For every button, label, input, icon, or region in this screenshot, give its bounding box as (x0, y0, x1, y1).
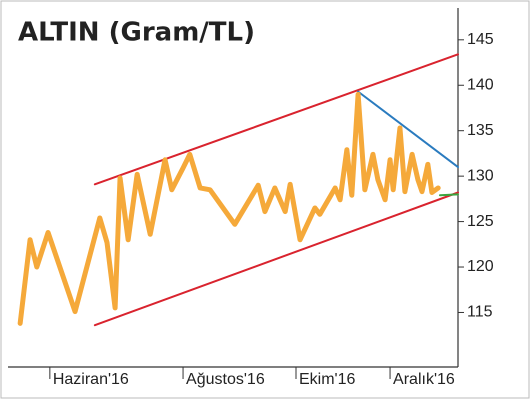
x-tick-label: Ekim'16 (299, 371, 356, 388)
chart-title: ALTIN (Gram/TL) (18, 18, 255, 48)
x-tick-label: Ağustos'16 (186, 371, 265, 388)
y-tick-label: 130 (467, 167, 494, 184)
x-tick-label: Haziran'16 (53, 371, 129, 388)
y-tick-label: 115 (467, 304, 493, 321)
x-tick-label: Aralık'16 (393, 371, 455, 388)
series-line (357, 90, 459, 169)
series-line (17, 91, 441, 326)
y-tick-label: 140 (467, 76, 494, 93)
series-line (439, 193, 459, 197)
y-tick-label: 135 (467, 122, 494, 139)
series-line (93, 53, 459, 186)
series-line (93, 191, 459, 327)
y-tick-label: 125 (467, 213, 494, 230)
y-tick-label: 145 (467, 31, 494, 48)
y-tick-label: 120 (467, 258, 494, 275)
